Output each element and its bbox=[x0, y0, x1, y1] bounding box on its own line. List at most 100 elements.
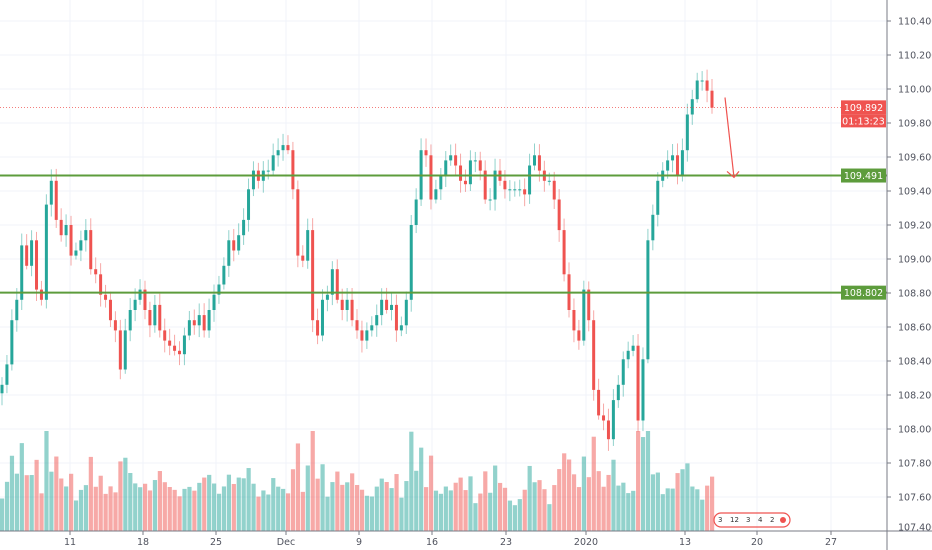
volume-bar bbox=[172, 489, 177, 531]
candle-body bbox=[104, 294, 108, 300]
x-tick-label: 20 bbox=[751, 537, 763, 548]
volume-bar bbox=[404, 481, 409, 531]
candle-body bbox=[271, 155, 275, 171]
volume-bar bbox=[251, 483, 256, 531]
down-arrow-drawing[interactable] bbox=[724, 97, 740, 179]
volume-bar bbox=[611, 459, 616, 531]
candle-body bbox=[20, 245, 24, 300]
x-tick-label: 11 bbox=[64, 537, 76, 548]
volume-bar bbox=[266, 494, 271, 531]
candle-body bbox=[646, 240, 650, 360]
candle-body bbox=[182, 335, 186, 355]
volume-bar bbox=[601, 486, 606, 531]
volume-bar bbox=[567, 459, 572, 531]
volume-bar bbox=[685, 463, 690, 531]
candle-body bbox=[79, 240, 83, 251]
level-price-tag bbox=[841, 168, 886, 183]
volume-bar bbox=[34, 459, 39, 531]
volume-bar bbox=[108, 486, 113, 531]
volume-bar bbox=[438, 493, 444, 531]
candle-body bbox=[597, 389, 601, 416]
volume-bar bbox=[78, 489, 84, 531]
volume-bar bbox=[212, 483, 217, 531]
volume-bar bbox=[271, 478, 276, 531]
candle-body bbox=[187, 320, 191, 336]
candle-body bbox=[178, 350, 181, 355]
candle-body bbox=[513, 189, 517, 191]
y-tick-label: 107.600 bbox=[898, 493, 932, 504]
volume-bar bbox=[281, 488, 286, 531]
candle-body bbox=[656, 180, 660, 215]
volume-bar bbox=[345, 482, 350, 531]
volume-bar bbox=[409, 431, 414, 531]
volume-bar bbox=[256, 496, 261, 531]
candle-body bbox=[483, 170, 487, 200]
candle-body bbox=[631, 345, 635, 351]
candle-body bbox=[587, 289, 591, 321]
candle-body bbox=[227, 240, 231, 266]
candle-body bbox=[89, 230, 93, 270]
volume-bar bbox=[29, 475, 34, 531]
candle-body bbox=[414, 199, 418, 225]
x-tick-label: Dec bbox=[277, 537, 295, 548]
y-tick-label: 107.800 bbox=[898, 459, 932, 470]
x-tick-label: 25 bbox=[210, 537, 222, 548]
horizontal-levels[interactable] bbox=[0, 106, 887, 294]
time-axis[interactable]: 11 18 25 Dec 9 16 23 2020 13 20 27 bbox=[64, 531, 837, 548]
volume-bar bbox=[157, 471, 162, 531]
candle-body bbox=[439, 175, 443, 190]
candle-body bbox=[113, 320, 117, 331]
volume-bar bbox=[384, 482, 389, 531]
volume-bar bbox=[576, 487, 582, 531]
volume-bar bbox=[670, 488, 675, 531]
candle-body bbox=[197, 315, 201, 326]
candle-body bbox=[281, 145, 285, 151]
volume-bar bbox=[493, 465, 498, 531]
volume-bar bbox=[399, 497, 404, 531]
candle-body bbox=[301, 255, 305, 261]
candle-body bbox=[30, 240, 34, 266]
candle-body bbox=[5, 364, 9, 385]
x-tick-label: 23 bbox=[500, 537, 512, 548]
y-tick-label: 108.000 bbox=[898, 425, 932, 436]
arrow-head-icon bbox=[726, 170, 740, 179]
volume-bar bbox=[532, 482, 537, 531]
candle-body bbox=[572, 310, 576, 331]
volume-bar bbox=[19, 443, 24, 531]
volume-bar bbox=[394, 474, 399, 531]
event-count: 12 bbox=[730, 516, 739, 524]
volume-bar bbox=[335, 471, 340, 531]
x-tick-label: 13 bbox=[679, 537, 691, 548]
volume-bar bbox=[655, 472, 660, 531]
candle-body bbox=[222, 265, 226, 285]
volume-bar bbox=[458, 477, 463, 531]
candle-body bbox=[311, 230, 315, 321]
candle-body bbox=[138, 289, 142, 300]
candle-body bbox=[685, 114, 689, 151]
volume-bar bbox=[621, 482, 626, 531]
candle-body bbox=[232, 240, 236, 251]
candle-body bbox=[192, 320, 196, 326]
volume-bar bbox=[118, 461, 123, 531]
candle-body bbox=[212, 294, 216, 310]
candle-body bbox=[562, 230, 566, 275]
candle-body bbox=[286, 145, 290, 151]
candle-body bbox=[385, 299, 389, 310]
event-markers[interactable]: 3 12 3 4 2 bbox=[713, 512, 791, 528]
candle-body bbox=[148, 310, 152, 326]
volume-bar bbox=[443, 486, 448, 531]
price-axis[interactable]: 110.400 110.200 110.000 109.800 109.600 109.4… bbox=[887, 17, 932, 534]
candle-body bbox=[390, 304, 394, 310]
volume-bar bbox=[557, 469, 562, 531]
candle-body bbox=[163, 330, 167, 341]
candle-body bbox=[641, 359, 645, 421]
candle-body bbox=[133, 299, 137, 310]
volume-bar bbox=[0, 498, 5, 531]
candle-body bbox=[168, 340, 172, 346]
candle-body bbox=[25, 245, 29, 266]
volume-bar bbox=[330, 482, 335, 531]
volume-bar bbox=[695, 489, 700, 531]
volume-bar bbox=[700, 499, 705, 531]
volume-bar bbox=[202, 477, 207, 531]
